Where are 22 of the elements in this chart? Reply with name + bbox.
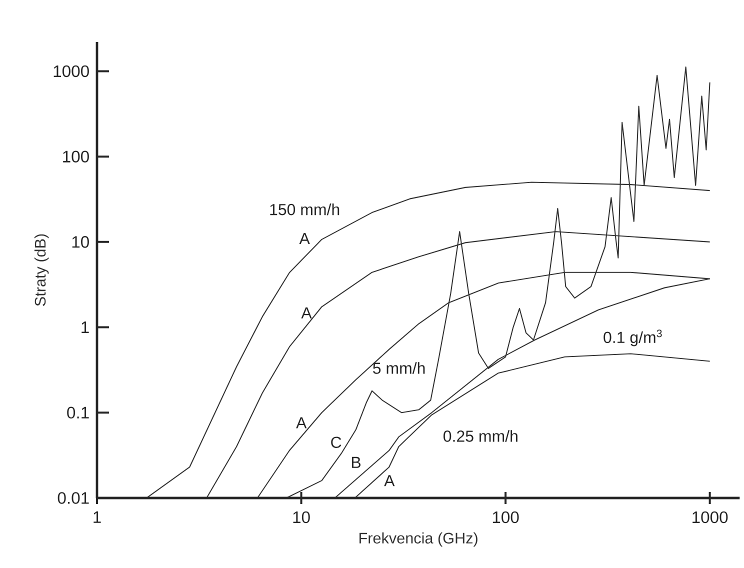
y-axis-title: Straty (dB)	[34, 234, 49, 306]
annotation: A	[299, 233, 310, 244]
x-tick-label: 100	[492, 511, 519, 524]
x-tick-label: 1000	[692, 511, 728, 524]
annotation: B	[352, 456, 360, 468]
annotation: 0.1 g/m$^{3}$	[604, 330, 662, 346]
annotation: A	[301, 307, 312, 318]
annotation: 0.25 mm/h	[444, 430, 518, 442]
annotation: 5 mm/h	[373, 362, 425, 374]
x-tick-label: 1	[94, 511, 101, 523]
y-tick-label: 0.1	[67, 406, 89, 419]
y-tick-label: 1	[82, 322, 89, 334]
y-tick-label: 10	[72, 236, 89, 248]
y-tick-label: 0.01	[58, 492, 89, 504]
y-tick-label: 1000	[54, 65, 89, 78]
annotation: A	[384, 475, 395, 486]
annotation: A	[296, 417, 307, 428]
x-axis-title: Frekvencia (GHz)	[360, 532, 478, 547]
y-tick-label: 100	[63, 150, 89, 162]
x-tick-label: 10	[293, 511, 310, 524]
annotation: C	[331, 436, 342, 448]
annotation: 150 mm/h	[270, 203, 340, 216]
